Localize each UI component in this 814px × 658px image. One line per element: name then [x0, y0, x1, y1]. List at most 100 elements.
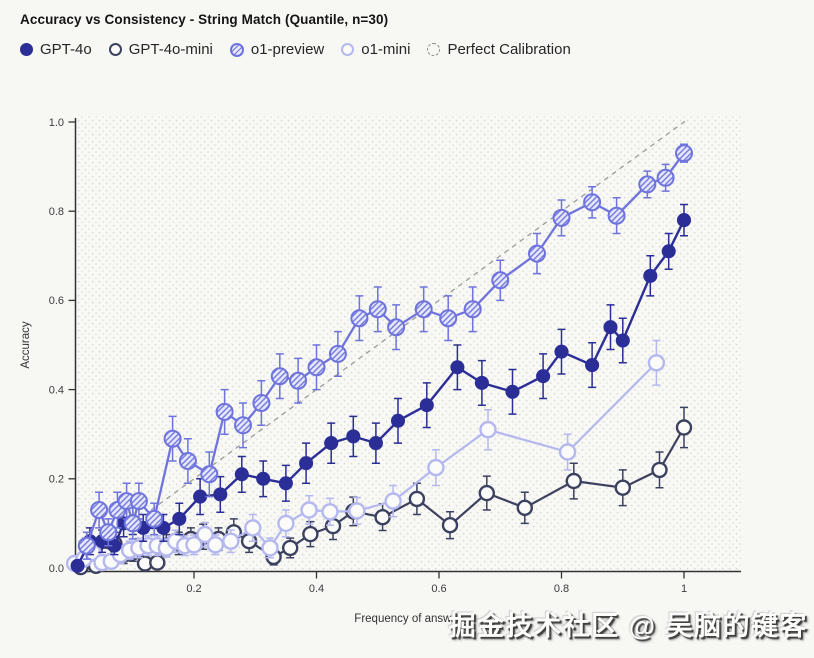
y-tick-label: 0.4: [49, 384, 64, 396]
data-point: [346, 429, 361, 444]
data-point: [277, 514, 295, 533]
y-axis-label: Accuracy: [20, 321, 32, 369]
data-point: [163, 429, 182, 448]
data-point: [256, 471, 271, 486]
data-point: [206, 536, 225, 554]
data-point: [419, 398, 434, 413]
legend-label: Perfect Calibration: [447, 41, 571, 58]
data-point: [408, 490, 426, 508]
data-point: [585, 358, 600, 373]
data-point: [427, 458, 445, 477]
data-point: [516, 499, 533, 516]
series-perfect-calibration: [150, 119, 688, 511]
data-point: [414, 300, 433, 319]
data-point: [196, 525, 214, 544]
data-point: [505, 384, 520, 399]
data-point: [299, 456, 314, 471]
data-point: [536, 369, 551, 384]
data-point: [661, 244, 676, 259]
legend-item-gpt-4o-mini: GPT-4o-mini: [108, 41, 213, 58]
legend-label: GPT-4o: [40, 41, 92, 58]
data-point: [528, 244, 546, 263]
data-point: [90, 501, 109, 519]
data-point: [123, 514, 142, 533]
data-point: [178, 452, 197, 470]
data-point: [387, 318, 406, 337]
data-point: [261, 539, 279, 557]
data-point: [479, 421, 497, 439]
y-tick-label: 1.0: [49, 117, 64, 129]
perfect-calibration-line: [150, 119, 688, 511]
data-point: [324, 436, 339, 451]
data-point: [172, 511, 187, 526]
data-point: [474, 375, 489, 390]
data-point: [252, 394, 271, 412]
perfect-calibration-dashed-circle-icon: [427, 43, 441, 56]
data-point: [390, 413, 406, 428]
data-point: [77, 536, 96, 555]
data-point: [234, 467, 249, 482]
data-point: [491, 271, 510, 290]
legend-item-gpt-4o: GPT-4o: [20, 41, 92, 58]
x-axis-label: Frequency of answer: [354, 613, 462, 625]
legend-label: GPT-4o-mini: [128, 41, 213, 58]
data-point: [302, 525, 319, 543]
data-point: [307, 358, 326, 377]
data-point: [129, 492, 148, 511]
data-point: [614, 479, 631, 496]
data-point: [463, 300, 482, 319]
gpt-4o-mini-open-circle-icon: [108, 43, 122, 56]
data-point: [651, 461, 668, 479]
data-point: [270, 367, 289, 386]
legend-item-perfect-calibration: Perfect Calibration: [427, 41, 571, 58]
data-point: [478, 484, 495, 502]
data-point: [99, 523, 118, 542]
data-point: [643, 268, 658, 283]
data-point: [384, 492, 402, 510]
data-point: [368, 300, 387, 319]
legend: GPT-4o GPT-4o-mini o1-preview o1-mini Pe…: [20, 41, 571, 58]
legend-label: o1-mini: [361, 41, 411, 58]
x-tick-label: 0.6: [431, 583, 446, 595]
data-point: [558, 443, 577, 461]
y-tick-label: 0.6: [49, 295, 64, 307]
data-point: [234, 416, 252, 435]
data-point: [324, 517, 342, 535]
data-point: [328, 344, 347, 363]
data-point: [583, 193, 602, 212]
data-point: [441, 517, 459, 534]
data-point: [675, 419, 693, 436]
data-point: [145, 509, 164, 528]
o1-mini-open-circle-icon: [341, 43, 355, 56]
legend-item-o1-mini: o1-mini: [341, 41, 410, 58]
data-point: [193, 489, 208, 504]
data-point: [675, 144, 693, 163]
data-point: [350, 309, 369, 328]
data-point: [282, 539, 299, 557]
data-point: [70, 558, 85, 573]
x-tick-label: 1: [681, 583, 687, 595]
x-tick-label: 0.4: [309, 583, 324, 595]
data-point: [374, 509, 391, 526]
data-point: [607, 206, 626, 225]
data-point: [656, 168, 675, 187]
data-point: [638, 175, 657, 194]
y-tick-label: 0.0: [49, 563, 64, 575]
data-point: [213, 487, 228, 502]
legend-item-o1-preview: o1-preview: [229, 41, 324, 58]
series-o1-mini: [65, 339, 666, 573]
data-point: [215, 402, 234, 421]
plot-background: [75, 114, 741, 571]
data-point: [289, 371, 308, 390]
series-gpt-4o: [70, 203, 692, 573]
y-tick-label: 0.8: [49, 206, 64, 218]
data-point: [348, 502, 366, 520]
data-point: [552, 208, 571, 227]
x-tick-label: 0.8: [554, 583, 569, 595]
data-point: [565, 472, 582, 490]
data-point: [149, 554, 166, 571]
data-point: [450, 360, 465, 375]
o1-preview-hatched-circle-icon: [229, 42, 244, 57]
data-point: [300, 501, 318, 519]
